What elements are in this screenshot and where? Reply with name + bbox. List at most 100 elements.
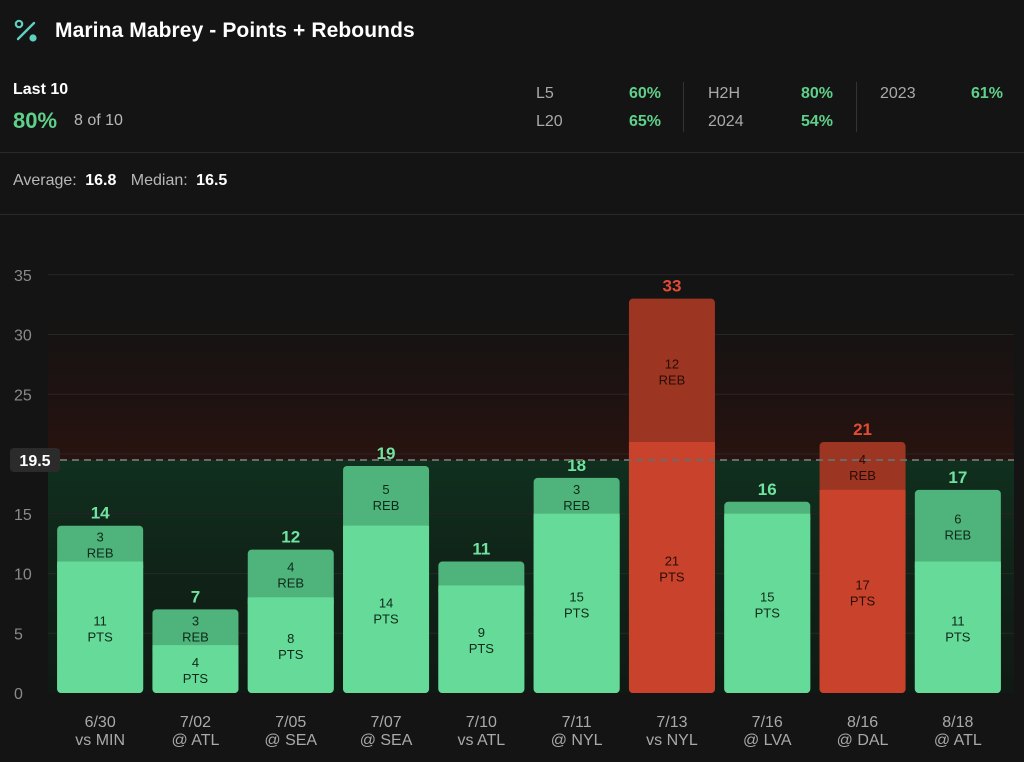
x-tick-date: 7/07 (370, 714, 401, 731)
x-tick-opponent: @ SEA (264, 732, 317, 749)
pts-value-label: 14 (379, 595, 393, 610)
reb-value-label: 4 (859, 452, 866, 467)
prop-line-label: 19.5 (19, 453, 50, 470)
above-line-zone (48, 314, 1014, 460)
bar-total-label: 18 (567, 456, 586, 475)
pts-unit-label: PTS (88, 629, 114, 644)
pts-value-label: 11 (93, 613, 107, 628)
pts-unit-label: PTS (755, 605, 781, 620)
bar-total-label: 7 (191, 587, 200, 606)
stat-value-h2h: 80% (800, 85, 833, 102)
reb-value-label: 3 (573, 482, 580, 497)
bar-pts-join (57, 561, 144, 568)
pts-value-label: 17 (855, 577, 869, 592)
pts-unit-label: PTS (945, 629, 971, 644)
median-value: 16.5 (196, 172, 228, 189)
page-title: Marina Mabrey - Points + Rebounds (55, 19, 415, 42)
x-tick-date: 8/16 (847, 714, 878, 731)
reb-value-label: 12 (665, 356, 679, 371)
x-tick-opponent: @ SEA (360, 732, 413, 749)
y-tick-label: 10 (14, 567, 32, 584)
average-value: 16.8 (85, 172, 117, 189)
bar-pts-segment (343, 525, 430, 693)
bar-total-label: 12 (281, 528, 300, 547)
bar-total-label: 19 (377, 444, 396, 463)
bar-pts-segment (533, 513, 620, 693)
pts-unit-label: PTS (183, 671, 209, 686)
reb-unit-label: REB (373, 498, 400, 513)
x-tick-opponent: @ ATL (171, 732, 219, 749)
y-tick-label: 5 (14, 626, 23, 643)
reb-unit-label: REB (277, 576, 304, 591)
x-tick-date: 7/13 (656, 714, 687, 731)
y-tick-label: 15 (14, 507, 32, 524)
pts-unit-label: PTS (373, 611, 399, 626)
stat-value-2024: 54% (800, 113, 833, 130)
stat-value-l5: 60% (628, 85, 661, 102)
reb-unit-label: REB (182, 629, 209, 644)
bar-pts-join (533, 513, 620, 520)
x-tick-opponent: vs NYL (646, 732, 698, 749)
bar-pts-join (152, 645, 239, 652)
reb-unit-label: REB (944, 528, 971, 543)
x-tick-date: 7/11 (562, 714, 592, 731)
median-label: Median: (130, 172, 188, 189)
pts-value-label: 9 (478, 625, 485, 640)
bar-pts-join (914, 561, 1001, 568)
reb-value-label: 6 (954, 512, 961, 527)
bar-pts-join (724, 513, 811, 520)
x-tick-date: 6/30 (85, 714, 116, 731)
pts-unit-label: PTS (278, 647, 304, 662)
bar-pts-join (628, 442, 715, 449)
y-tick-label: 35 (14, 268, 32, 285)
reb-unit-label: REB (659, 372, 686, 387)
stat-divider (856, 82, 857, 132)
x-tick-date: 7/16 (752, 714, 783, 731)
prop-line-badge (10, 447, 60, 472)
divider (0, 214, 1024, 215)
bar-total-label: 33 (662, 277, 681, 296)
bar-pts-segment (152, 645, 239, 693)
bar-pts-join (819, 489, 906, 496)
average-label: Average: (13, 172, 77, 189)
pts-value-label: 21 (665, 554, 679, 569)
stat-label-l5: L5 (536, 85, 554, 102)
reb-value-label: 5 (382, 482, 389, 497)
pts-value-label: 8 (287, 631, 294, 646)
average-median-row: Average: 16.8 Median: 16.5 (13, 172, 227, 190)
stat-value-2023: 61% (970, 85, 1003, 102)
reb-value-label: 3 (192, 613, 199, 628)
pts-value-label: 4 (192, 655, 199, 670)
bar-total-label: 14 (91, 504, 110, 523)
reb-unit-label: REB (849, 468, 876, 483)
x-tick-opponent: @ LVA (743, 732, 792, 749)
stat-label-l20: L20 (536, 113, 563, 130)
x-tick-date: 7/05 (275, 714, 306, 731)
pts-unit-label: PTS (850, 593, 876, 608)
bar-pts-segment (914, 561, 1001, 693)
bar-pts-join (438, 585, 525, 592)
bar-pts-segment (628, 442, 715, 693)
bar-pts-segment (438, 585, 525, 693)
last10-label: Last 10 (13, 81, 69, 98)
reb-unit-label: REB (563, 498, 590, 513)
x-tick-date: 7/02 (180, 714, 211, 731)
percent-icon (14, 19, 37, 42)
reb-value-label: 4 (287, 560, 294, 575)
last10-percentage: 80% (13, 108, 58, 133)
x-tick-opponent: @ DAL (837, 732, 889, 749)
bar-pts-segment (247, 597, 334, 693)
bar-pts-join (343, 525, 430, 532)
bar-pts-segment (819, 489, 906, 693)
points-rebounds-chart: 05101520253035 11PTS3REB144PTS3REB78PTS4… (10, 268, 1014, 749)
x-tick-opponent: @ ATL (934, 732, 982, 749)
